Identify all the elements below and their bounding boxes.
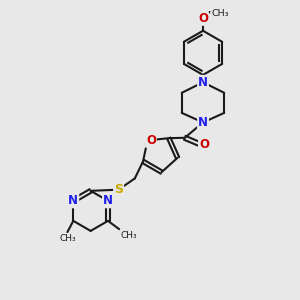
Text: CH₃: CH₃ [59, 234, 76, 243]
Text: O: O [146, 134, 156, 147]
Text: S: S [114, 183, 123, 196]
Text: N: N [68, 194, 78, 207]
Text: N: N [198, 76, 208, 89]
Text: CH₃: CH₃ [120, 232, 137, 241]
Text: O: O [198, 12, 208, 25]
Text: CH₃: CH₃ [211, 9, 229, 18]
Text: N: N [103, 194, 113, 207]
Text: O: O [199, 138, 209, 151]
Text: N: N [198, 116, 208, 129]
